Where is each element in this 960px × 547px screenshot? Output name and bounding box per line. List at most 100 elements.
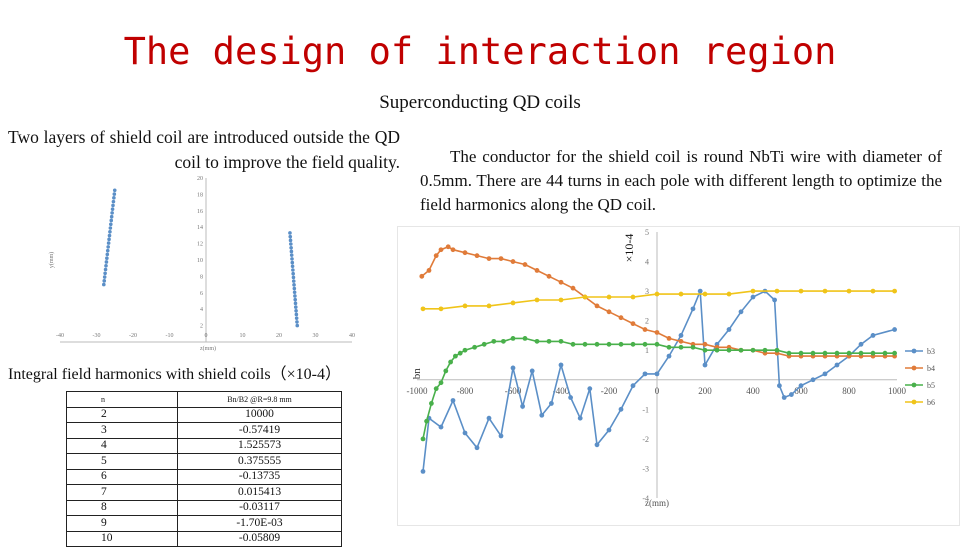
- data-point-b5: [834, 350, 840, 356]
- data-point: [291, 268, 295, 272]
- data-point: [103, 271, 107, 276]
- x-tick-label: 1000: [888, 386, 907, 396]
- data-point-b4: [678, 338, 684, 344]
- data-point-b5: [678, 344, 684, 350]
- table-header-row: n Bn/B2 @R=9.8 mm: [66, 391, 342, 408]
- x-tick-label: 10: [240, 333, 246, 339]
- x-tick-label: 200: [698, 386, 712, 396]
- y-tick-label: -3: [642, 464, 649, 473]
- data-point-b3: [892, 327, 897, 332]
- data-point: [292, 283, 296, 287]
- data-point-b3: [697, 288, 703, 294]
- data-point-b4: [570, 285, 576, 291]
- data-point-b5: [481, 341, 487, 347]
- data-point-b3: [702, 362, 708, 368]
- data-point-b3: [529, 368, 535, 374]
- y-tick-label: 4: [200, 307, 203, 313]
- data-point-b5: [702, 347, 708, 353]
- data-point: [109, 214, 114, 219]
- data-point-b3: [781, 395, 787, 400]
- data-point: [290, 257, 294, 261]
- data-point: [293, 297, 298, 302]
- data-point-b4: [558, 279, 564, 285]
- table-cell-n: 2: [66, 406, 178, 423]
- data-point: [291, 275, 296, 280]
- table-header-value: Bn/B2 @R=9.8 mm: [177, 391, 342, 408]
- data-point-b4: [522, 262, 528, 267]
- data-point-b4: [666, 336, 672, 341]
- data-point-b6: [486, 303, 492, 309]
- data-point: [293, 305, 298, 309]
- data-point: [292, 286, 297, 291]
- data-point: [102, 275, 107, 279]
- y-tick-label: 8: [200, 274, 203, 280]
- data-point-b5: [420, 436, 426, 442]
- data-point-b3: [606, 427, 612, 433]
- table-row: 4 1.525573: [66, 437, 342, 454]
- right-description: The conductor for the shield coil is rou…: [420, 147, 942, 214]
- data-point-b5: [858, 350, 864, 356]
- data-point-b3: [498, 433, 504, 439]
- data-point-b3: [520, 403, 525, 409]
- y-tick-label: 10: [197, 258, 203, 264]
- data-point-b5: [453, 353, 458, 359]
- coil-cross-section-chart: -40 -30 -20 -10 0 10 20 30 40 2 4 6 8 10 12 14 16 18 20 z(m…: [48, 176, 355, 352]
- data-point-b4: [438, 247, 444, 253]
- data-point: [290, 260, 295, 265]
- data-point-b6: [462, 303, 468, 309]
- data-point-b3: [810, 377, 816, 383]
- data-point-b6: [438, 306, 444, 312]
- legend-label-b4: b4: [927, 364, 935, 373]
- data-point-b3: [486, 415, 492, 421]
- data-point-b3: [549, 401, 554, 406]
- data-point-b5: [726, 347, 732, 353]
- data-point-b5: [457, 350, 463, 356]
- data-point-b4: [426, 268, 432, 273]
- data-point-b3: [789, 392, 794, 397]
- data-point-b3: [690, 306, 696, 312]
- data-point-b4: [630, 321, 636, 327]
- data-point-b5: [472, 344, 477, 350]
- table-row: 10 -0.05809: [66, 530, 342, 547]
- data-point: [106, 245, 110, 249]
- x-tick-label: 600: [794, 386, 808, 396]
- field-harmonics-chart: -1000 -800 -600 -400 -200 0 200 400 600 800 1000 -4…: [397, 226, 960, 526]
- data-point-b5: [846, 350, 852, 356]
- data-point: [107, 237, 111, 242]
- table-cell-n: 10: [66, 530, 178, 547]
- data-point-b3: [777, 383, 782, 389]
- data-point-b4: [642, 327, 648, 332]
- data-point-b3: [630, 383, 636, 389]
- data-point-b3: [577, 415, 583, 421]
- x-tick-label: 40: [349, 333, 355, 339]
- data-point-b5: [606, 341, 612, 347]
- data-point: [102, 279, 107, 283]
- data-point-b3: [678, 333, 684, 338]
- data-point-b3: [594, 442, 600, 448]
- data-point: [104, 260, 109, 264]
- data-point-b5: [714, 347, 720, 353]
- y-tick-label: 3: [645, 287, 649, 296]
- data-point-b5: [501, 338, 506, 344]
- legend-marker-b4: [911, 365, 917, 371]
- data-point-b3: [870, 333, 876, 338]
- data-point-b4: [433, 253, 439, 259]
- table-cell-n: 4: [66, 437, 178, 454]
- data-point-b4: [474, 253, 480, 259]
- data-point: [290, 264, 295, 269]
- data-point: [294, 316, 299, 320]
- data-point: [110, 207, 115, 211]
- data-point-b5: [630, 341, 636, 347]
- table-cell-n: 9: [66, 515, 178, 532]
- data-point: [112, 192, 117, 196]
- data-point-b3: [450, 398, 456, 403]
- x-tick-label: -40: [56, 333, 64, 339]
- table-cell-n: 3: [66, 422, 178, 439]
- data-point-b5: [582, 341, 588, 347]
- data-point-b6: [702, 291, 708, 297]
- data-point-b4: [654, 330, 660, 335]
- data-point-b3: [510, 365, 516, 371]
- slide-title: The design of interaction region: [123, 30, 837, 73]
- data-point: [105, 256, 109, 260]
- data-point-b5: [618, 341, 624, 347]
